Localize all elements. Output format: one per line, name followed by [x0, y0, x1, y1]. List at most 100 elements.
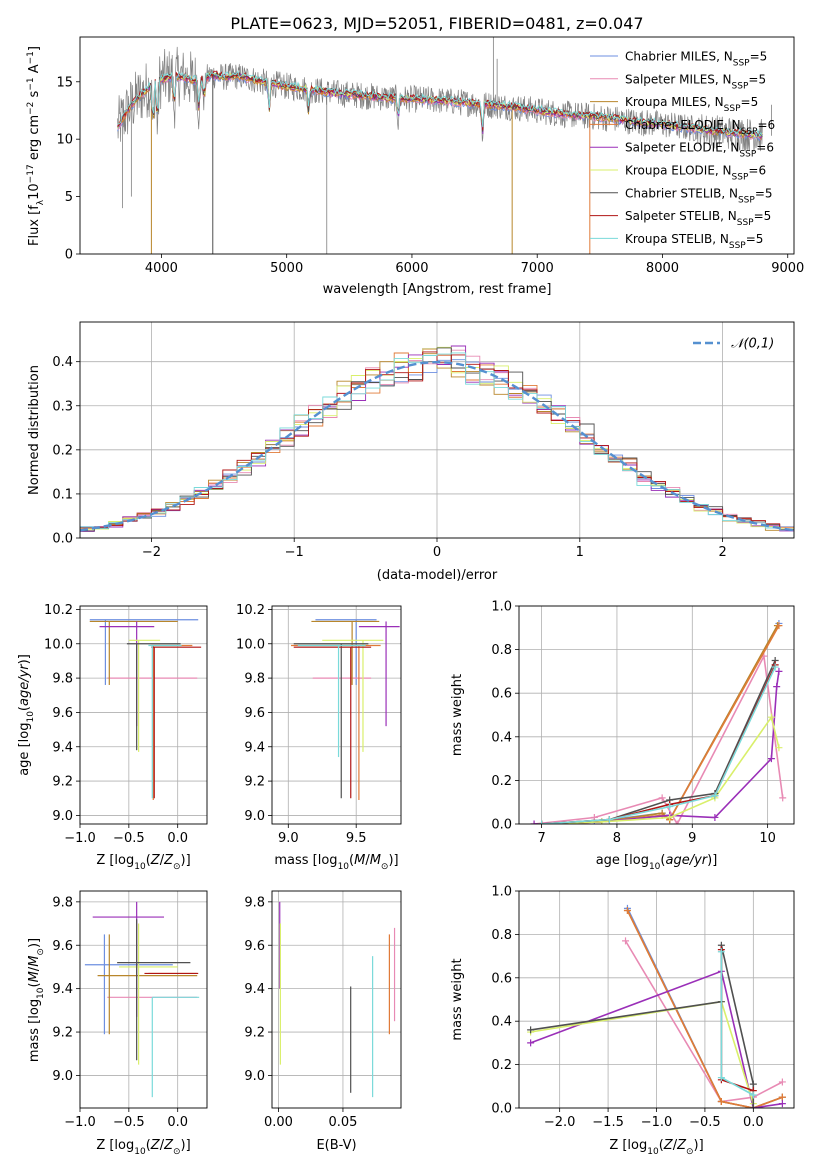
weight-age-point-marker	[767, 755, 775, 763]
spectrum-xtick-label: 9000	[771, 261, 804, 276]
age-z-ytick-label: 10.2	[44, 603, 73, 618]
mass-ebv-xtick-label: 0.05	[328, 1115, 357, 1130]
spectrum-legend-label: Salpeter ELODIE, NSSP=6	[625, 141, 774, 160]
mass-z-ytick-label: 9.6	[52, 939, 73, 954]
age-mass-xtick-label: 9.0	[278, 831, 299, 846]
figure-title: PLATE=0623, MJD=52051, FIBERID=0481, z=0…	[230, 14, 643, 33]
weight-z-series-line	[624, 940, 783, 1103]
mass-z-xtick-label: 0.0	[167, 1115, 188, 1130]
weight-age-point-marker	[775, 744, 783, 752]
weight-age-xtick-label: 7	[537, 831, 545, 846]
mass-ebv-ytick-label: 9.0	[244, 1069, 265, 1084]
residuals-xtick-label: 0	[433, 545, 441, 560]
residuals-plot-area	[80, 345, 794, 538]
age-z-ytick-label: 9.6	[52, 706, 73, 721]
age-mass-frame	[271, 605, 402, 825]
mass-z-ytick-label: 9.8	[52, 895, 73, 910]
age-mass-ytick-label: 9.8	[244, 672, 265, 687]
age-z-ytick-label: 10.0	[44, 637, 73, 652]
weight-age-ytick-label: 0.4	[491, 730, 512, 745]
spectrum-model-line	[117, 70, 763, 137]
weight-age-point-marker	[775, 667, 783, 675]
spectrum-model-line	[117, 70, 763, 138]
mass-ebv-xlabel: E(B-V)	[316, 1138, 356, 1153]
age-mass-ytick-label: 9.0	[244, 809, 265, 824]
residuals-histogram-step	[80, 352, 794, 538]
residuals-xtick-label: 1	[576, 545, 584, 560]
weight-z-series-line	[530, 970, 783, 1108]
age-mass-ytick-label: 10.2	[236, 603, 265, 618]
mass-z-panel: −1.0 −0.5 0.0 9.0 9.2 9.4 9.6 9.8	[52, 890, 208, 1130]
spectrum-ytick-label: 15	[56, 75, 73, 90]
mass-ebv-xtick-label: 0.00	[264, 1115, 293, 1130]
mass-ebv-ytick-label: 9.6	[244, 939, 265, 954]
age-mass-xtick-label: 9.5	[346, 831, 367, 846]
weight-age-point-marker	[666, 813, 674, 821]
mass-ebv-ytick-label: 9.2	[244, 1026, 265, 1041]
mass-z-ytick-label: 9.4	[52, 982, 73, 997]
age-z-xtick-label: −1.0	[64, 831, 96, 846]
age-mass-plot-area	[291, 619, 400, 800]
spectrum-legend-label: Salpeter MILES, NSSP=5	[625, 72, 766, 91]
weight-z-point-marker	[778, 1100, 786, 1108]
weight-age-point-marker	[779, 794, 787, 802]
weight-z-ytick-label: 0.8	[491, 928, 512, 943]
residuals-ytick-label: 0.2	[52, 443, 73, 458]
weight-z-ytick-label: 1.0	[491, 885, 512, 900]
weight-age-plot-area	[530, 619, 787, 824]
age-z-xlabel: Z [log10(Z/Z⊙)]	[96, 853, 190, 872]
age-mass-ytick-label: 9.4	[244, 740, 265, 755]
age-z-panel: −1.0 −0.5 0.0 9.0 9.2 9.4 9.6 9.8 10.0 10.2	[44, 603, 208, 846]
weight-z-point-marker	[717, 1097, 725, 1105]
residuals-xtick-label: −2	[142, 545, 161, 560]
weight-age-point-marker	[658, 794, 666, 802]
age-z-ytick-label: 9.8	[52, 672, 73, 687]
weight-z-xlabel: Z [log10(Z/Z⊙)]	[609, 1138, 703, 1157]
weight-z-series-line	[626, 910, 783, 1108]
weight-age-point-marker	[530, 820, 538, 824]
weight-age-series-line	[541, 625, 780, 824]
spectrum-frame	[79, 36, 795, 255]
age-z-ylabel: age [log10(age/yr)]	[17, 654, 36, 776]
spectrum-ytick-label: 5	[65, 190, 73, 205]
weight-z-ytick-label: 0.2	[491, 1058, 512, 1073]
weight-age-ytick-label: 0.8	[491, 643, 512, 658]
weight-age-ytick-label: 0.0	[491, 818, 512, 833]
residuals-ytick-label: 0.0	[52, 532, 73, 547]
weight-z-plot-area	[527, 904, 786, 1108]
age-mass-xlabel: mass [log10(M/M⊙)]	[274, 853, 398, 872]
age-mass-panel: 9.0 9.5 9.0 9.2 9.4 9.6 9.8 10.0 10.2	[236, 603, 402, 846]
weight-age-xlabel: age [log10(age/yr)]	[596, 853, 718, 872]
weight-age-xtick-label: 8	[613, 831, 621, 846]
weight-z-point-marker	[778, 1093, 786, 1101]
spectrum-legend-label: Kroupa MILES, NSSP=5	[625, 95, 758, 114]
weight-age-series-line	[541, 664, 776, 824]
residuals-xtick-label: −1	[285, 545, 304, 560]
weight-age-ylabel: mass weight	[450, 674, 465, 756]
residuals-ylabel: Normed distribution	[27, 365, 42, 495]
spectrum-legend: Chabrier MILES, NSSP=5 Salpeter MILES, NS…	[590, 50, 775, 251]
weight-age-point-marker	[767, 713, 775, 721]
spectrum-xlabel: wavelength [Angstrom, rest frame]	[323, 282, 552, 297]
panels-group: 4000 5000 6000 7000 8000 9000051015wavelength…	[17, 36, 804, 1157]
age-z-ytick-label: 9.4	[52, 740, 73, 755]
spectrum-legend-label: Salpeter STELIB, NSSP=5	[625, 209, 771, 228]
age-z-ytick-label: 9.0	[52, 809, 73, 824]
weight-age-panel: 7 8 9 10 0.0 0.2 0.4 0.6 0.8 1.0	[491, 600, 795, 846]
age-z-xtick-label: −0.5	[113, 831, 145, 846]
mass-ebv-ytick-label: 9.4	[244, 982, 265, 997]
age-mass-ytick-label: 9.6	[244, 706, 265, 721]
weight-age-point-marker	[711, 792, 719, 800]
mass-z-ytick-label: 9.2	[52, 1026, 73, 1041]
mass-ebv-plot-area	[279, 901, 396, 1098]
age-mass-ytick-label: 10.0	[236, 637, 265, 652]
mass-ebv-panel: 0.00 0.05 9.0 9.2 9.4 9.6 9.8	[244, 890, 402, 1130]
mass-z-frame	[79, 890, 208, 1109]
spectrum-legend-label: Chabrier STELIB, NSSP=5	[625, 186, 773, 205]
residuals-legend-label: 𝒩(0,1)	[731, 337, 774, 352]
weight-z-ytick-label: 0.6	[491, 971, 512, 986]
mass-z-xtick-label: −0.5	[113, 1115, 145, 1130]
weight-age-point-marker	[538, 820, 546, 824]
weight-z-point-marker	[527, 1026, 535, 1034]
